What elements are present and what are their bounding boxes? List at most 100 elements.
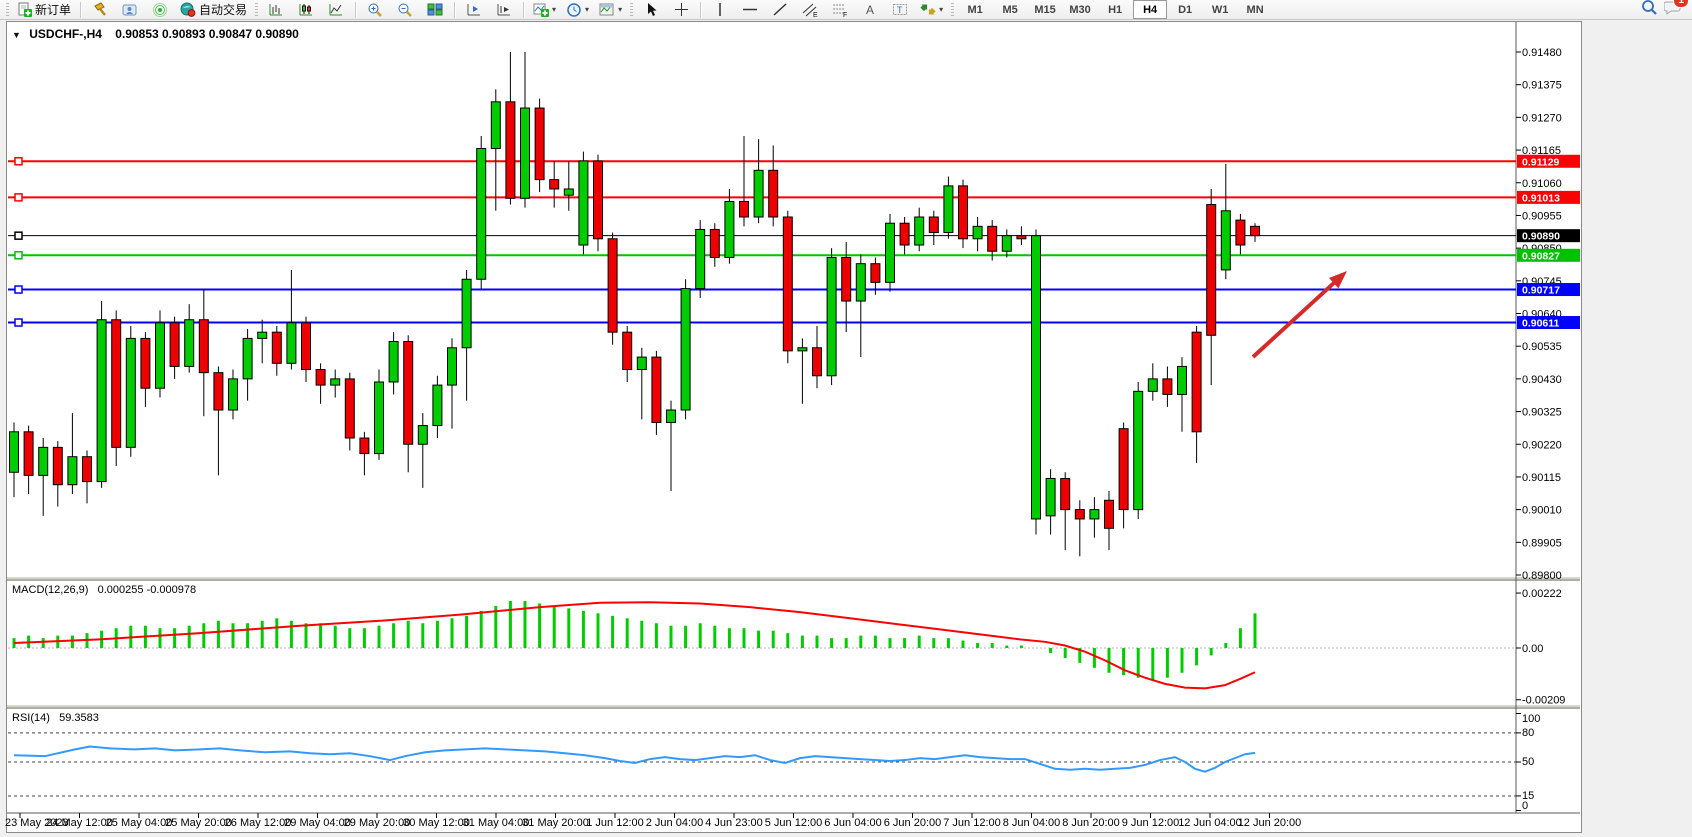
zoom-in-button[interactable] bbox=[361, 0, 389, 20]
time-axis-label: 6 Jun 04:00 bbox=[824, 817, 882, 829]
vertical-line-icon bbox=[714, 2, 726, 17]
candle-body bbox=[52, 446, 63, 486]
y-axis-tick-label: 0.90220 bbox=[1522, 439, 1562, 451]
auto-scroll-button[interactable] bbox=[460, 0, 488, 20]
timeframe-button-m5[interactable]: M5 bbox=[1002, 3, 1018, 16]
templates-button[interactable]: ▾ bbox=[595, 0, 626, 20]
rsi-value: 59.3583 bbox=[59, 712, 99, 724]
trendline-button[interactable] bbox=[766, 0, 794, 20]
timeframe-button-d1[interactable]: D1 bbox=[1178, 3, 1193, 16]
toolbar-grip bbox=[630, 2, 634, 17]
candle-body bbox=[1060, 477, 1071, 511]
new-order-button[interactable]: 新订单 bbox=[13, 0, 75, 20]
chart-shift-button[interactable] bbox=[490, 0, 518, 20]
timeframe-button-mn[interactable]: MN bbox=[1246, 3, 1264, 16]
periods-button[interactable]: ▾ bbox=[562, 0, 593, 20]
rsi-axis-tick-label: 0 bbox=[1522, 800, 1528, 812]
trend-arrow-head[interactable] bbox=[1328, 271, 1347, 289]
timeframe-button-w1[interactable]: W1 bbox=[1211, 3, 1229, 16]
price-tag-label: 0.90890 bbox=[1522, 231, 1560, 243]
styler-button[interactable] bbox=[86, 0, 114, 20]
new-order-label: 新订单 bbox=[35, 3, 72, 17]
candle-body bbox=[432, 384, 443, 427]
search-icon[interactable] bbox=[1641, 0, 1658, 21]
line-chart-button[interactable] bbox=[322, 0, 350, 20]
level-anchor-handle[interactable] bbox=[14, 251, 23, 260]
y-axis-tick-label: 0.91375 bbox=[1522, 80, 1562, 92]
y-axis-tick-label: 0.90115 bbox=[1522, 472, 1561, 484]
market-watch-button[interactable] bbox=[116, 0, 144, 20]
candle-body bbox=[928, 216, 939, 234]
signals-button[interactable] bbox=[146, 0, 174, 20]
separator bbox=[454, 1, 456, 18]
time-axis-label: 29 May 04:00 bbox=[284, 817, 351, 829]
level-anchor-handle[interactable] bbox=[14, 285, 23, 294]
timeframe-button-m15[interactable]: M15 bbox=[1034, 3, 1056, 16]
arrows-button[interactable]: ▾ bbox=[916, 0, 947, 20]
time-axis-label: 1 Jun 12:00 bbox=[586, 817, 644, 829]
candle-body bbox=[286, 322, 297, 364]
chevron-down-icon[interactable]: ▼ bbox=[12, 30, 21, 40]
chevron-down-icon: ▾ bbox=[552, 5, 557, 14]
timeframe-button-m30[interactable]: M30 bbox=[1069, 3, 1091, 16]
candle-body bbox=[826, 256, 837, 377]
autotrading-label: 自动交易 bbox=[199, 3, 248, 17]
autotrading-button[interactable]: 自动交易 bbox=[176, 0, 251, 20]
candle-body bbox=[140, 337, 151, 389]
level-anchor-handle[interactable] bbox=[14, 193, 23, 202]
candle-body bbox=[885, 222, 895, 283]
profile-icon bbox=[122, 2, 138, 17]
candle-body bbox=[9, 431, 19, 473]
candle-body bbox=[753, 169, 764, 218]
trend-arrow[interactable] bbox=[1251, 278, 1339, 359]
time-axis-label: 23 May 2023 bbox=[5, 817, 69, 829]
level-anchor-handle[interactable] bbox=[14, 157, 23, 166]
candle-body bbox=[169, 322, 180, 367]
candle-body bbox=[680, 288, 691, 411]
level-anchor-handle[interactable] bbox=[14, 318, 23, 327]
text-button[interactable]: A bbox=[856, 0, 884, 20]
candle-body bbox=[1001, 235, 1012, 252]
text-label-button[interactable]: T bbox=[886, 0, 914, 20]
zoom-in-icon bbox=[367, 2, 383, 18]
candlestick-chart-icon bbox=[298, 2, 314, 17]
equidistant-channel-button[interactable]: E bbox=[796, 0, 824, 20]
bar-chart-button[interactable] bbox=[262, 0, 290, 20]
toolbar-grip bbox=[6, 2, 9, 17]
fibonacci-button[interactable]: F bbox=[826, 0, 854, 20]
text-label-icon: T bbox=[892, 2, 909, 17]
level-anchor-handle[interactable] bbox=[14, 231, 23, 240]
macd-values: 0.000255 -0.000978 bbox=[97, 584, 197, 596]
timeframe-button-h4[interactable]: H4 bbox=[1133, 0, 1168, 19]
tile-windows-button[interactable] bbox=[421, 0, 449, 20]
cursor-button[interactable] bbox=[637, 0, 665, 20]
zoom-out-button[interactable] bbox=[391, 0, 419, 20]
timeframe-button-h1[interactable]: H1 bbox=[1108, 3, 1123, 16]
candle-body bbox=[257, 331, 268, 339]
candle-body bbox=[125, 337, 136, 448]
macd-signal-line bbox=[13, 601, 1256, 690]
price-tag bbox=[1517, 154, 1580, 168]
chart-ohlc-quote: 0.90853 0.90893 0.90847 0.90890 bbox=[115, 27, 299, 41]
candle-body bbox=[622, 331, 633, 371]
candle-body bbox=[228, 378, 238, 411]
crosshair-button[interactable] bbox=[667, 0, 695, 20]
candle-body bbox=[242, 337, 253, 380]
toolbar-grip bbox=[255, 2, 259, 17]
tile-windows-icon bbox=[427, 2, 443, 17]
vertical-line-button[interactable] bbox=[706, 0, 734, 20]
y-axis-tick-label: 0.90430 bbox=[1522, 374, 1562, 386]
candle-body bbox=[782, 216, 793, 352]
candle-body bbox=[943, 185, 954, 234]
indicators-button[interactable]: ▾ bbox=[529, 0, 560, 20]
candlestick-chart-button[interactable] bbox=[292, 0, 320, 20]
candle-body bbox=[344, 378, 355, 439]
time-axis-label: 8 Jun 04:00 bbox=[1003, 817, 1061, 829]
candle-body bbox=[1045, 477, 1056, 517]
horizontal-line-button[interactable] bbox=[736, 0, 764, 20]
separator bbox=[523, 1, 525, 18]
timeframe-button-m1[interactable]: M1 bbox=[967, 3, 983, 16]
rsi-axis-tick-label: 100 bbox=[1522, 713, 1540, 725]
bar-chart-icon bbox=[268, 2, 284, 17]
separator bbox=[355, 1, 357, 18]
